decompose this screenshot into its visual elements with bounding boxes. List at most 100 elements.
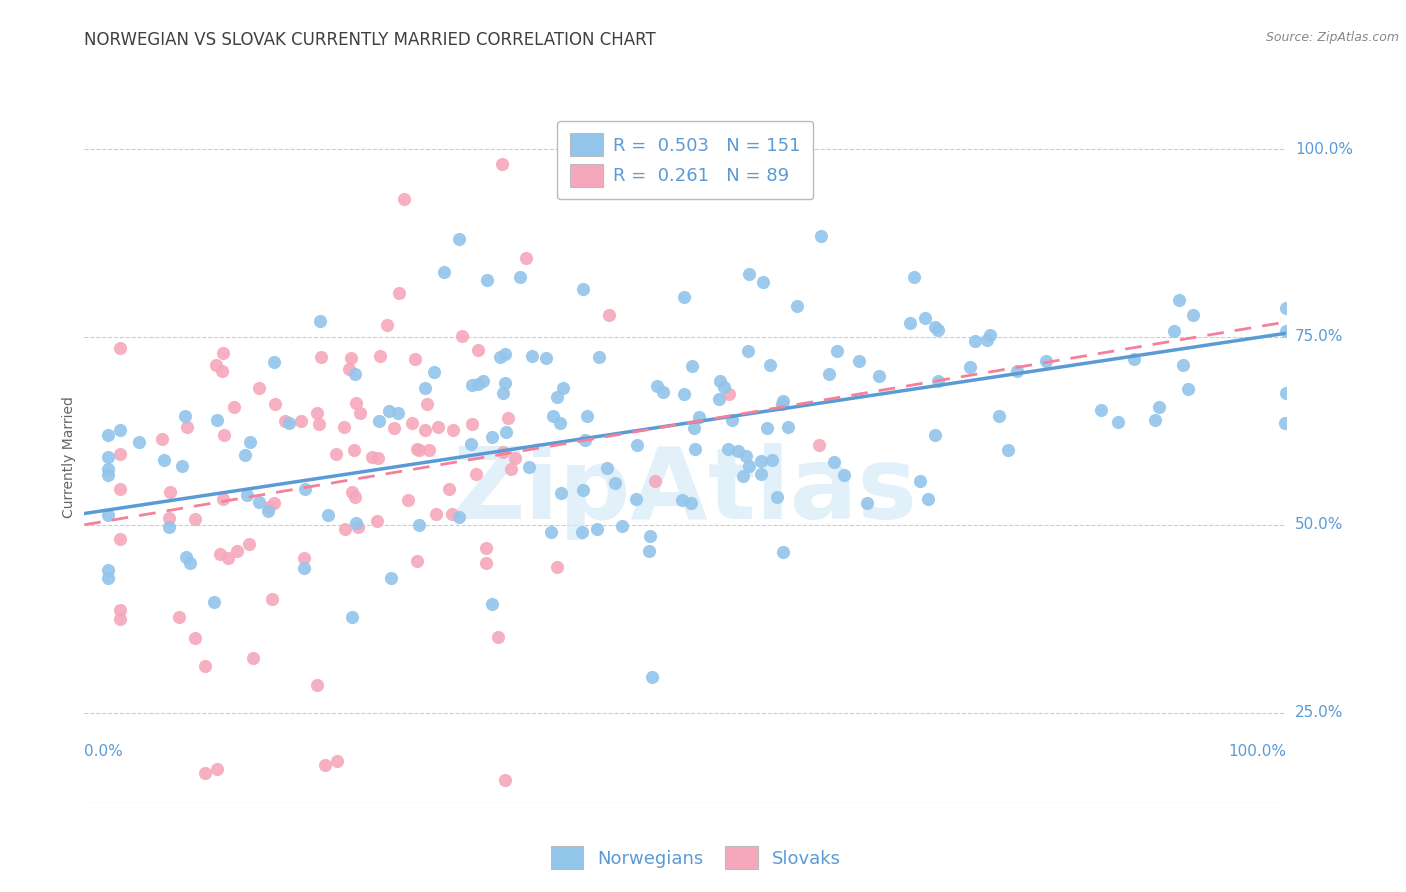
Point <box>440 507 463 521</box>
Point <box>344 516 367 531</box>
Point <box>382 421 405 435</box>
Point <box>808 438 831 452</box>
Point <box>97 468 120 483</box>
Point <box>475 273 498 287</box>
Point <box>242 651 264 665</box>
Point <box>481 597 503 611</box>
Point <box>467 376 489 391</box>
Point <box>343 443 366 458</box>
Point <box>344 367 367 381</box>
Point <box>709 374 731 388</box>
Point <box>305 406 328 420</box>
Point <box>1171 358 1194 372</box>
Point <box>465 467 488 481</box>
Point <box>441 423 464 437</box>
Point <box>97 450 120 465</box>
Point <box>368 349 391 363</box>
Point <box>340 351 363 366</box>
Point <box>292 561 315 575</box>
Point <box>396 493 419 508</box>
Point <box>832 467 855 482</box>
Point <box>110 423 132 437</box>
Point <box>202 594 225 608</box>
Point <box>988 409 1011 423</box>
Point <box>427 420 450 434</box>
Point <box>447 510 470 524</box>
Point <box>626 438 648 452</box>
Point <box>337 362 360 376</box>
Text: Source: ZipAtlas.com: Source: ZipAtlas.com <box>1265 31 1399 45</box>
Point <box>475 556 498 570</box>
Point <box>481 430 503 444</box>
Point <box>738 267 761 281</box>
Point <box>766 490 789 504</box>
Point <box>519 460 541 475</box>
Point <box>494 773 516 788</box>
Point <box>924 320 946 334</box>
Point <box>959 360 981 375</box>
Point <box>553 381 575 395</box>
Point <box>257 503 280 517</box>
Point <box>571 525 593 540</box>
Point <box>914 310 936 325</box>
Point <box>486 630 509 644</box>
Point <box>294 482 316 496</box>
Point <box>924 428 946 442</box>
Point <box>927 323 949 337</box>
Point <box>1275 386 1298 401</box>
Point <box>503 450 526 465</box>
Point <box>596 461 619 475</box>
Point <box>340 610 363 624</box>
Point <box>638 543 661 558</box>
Point <box>474 541 496 555</box>
Point <box>825 343 848 358</box>
Point <box>1143 413 1166 427</box>
Point <box>1163 325 1185 339</box>
Point <box>205 413 228 427</box>
Point <box>772 545 794 559</box>
Point <box>491 157 513 171</box>
Point <box>574 433 596 447</box>
Point <box>1035 354 1057 368</box>
Point <box>413 381 436 395</box>
Point <box>1275 324 1298 338</box>
Point <box>472 374 495 388</box>
Point <box>170 459 193 474</box>
Point <box>184 632 207 646</box>
Point <box>263 496 285 510</box>
Point <box>848 353 870 368</box>
Point <box>963 334 986 348</box>
Point <box>257 500 280 515</box>
Point <box>378 403 401 417</box>
Text: NORWEGIAN VS SLOVAK CURRENTLY MARRIED CORRELATION CHART: NORWEGIAN VS SLOVAK CURRENTLY MARRIED CO… <box>84 31 657 49</box>
Point <box>534 351 557 366</box>
Point <box>501 461 523 475</box>
Point <box>496 411 519 425</box>
Point <box>673 290 696 304</box>
Point <box>211 364 233 378</box>
Point <box>209 547 232 561</box>
Point <box>262 591 284 606</box>
Point <box>422 365 444 379</box>
Point <box>1147 400 1170 414</box>
Point <box>588 351 610 365</box>
Point <box>97 508 120 522</box>
Point <box>571 483 593 497</box>
Point <box>314 758 336 772</box>
Point <box>752 276 775 290</box>
Point <box>720 412 742 426</box>
Point <box>707 392 730 406</box>
Point <box>225 544 247 558</box>
Point <box>749 454 772 468</box>
Point <box>645 379 668 393</box>
Point <box>247 495 270 509</box>
Legend: Norwegians, Slovaks: Norwegians, Slovaks <box>541 838 851 879</box>
Text: 100.0%: 100.0% <box>1295 142 1353 157</box>
Point <box>449 231 471 245</box>
Point <box>1122 351 1144 366</box>
Point <box>174 549 197 564</box>
Point <box>576 409 599 424</box>
Point <box>1090 403 1112 417</box>
Point <box>598 308 620 322</box>
Point <box>652 384 675 399</box>
